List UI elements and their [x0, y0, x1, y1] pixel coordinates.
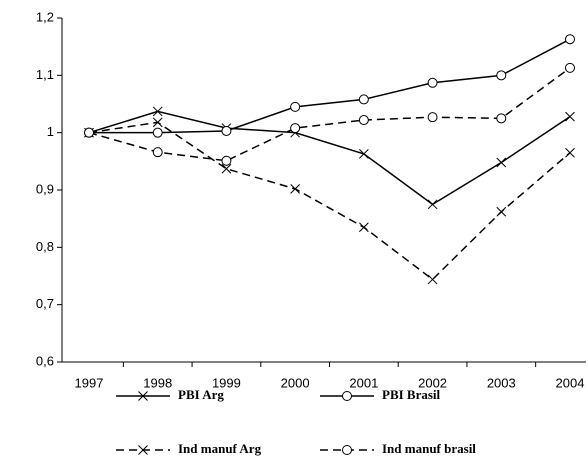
point: [427, 274, 438, 285]
series-line: [88, 121, 571, 281]
point: [496, 206, 507, 217]
legend-label: Ind manuf brasil: [382, 441, 476, 456]
y-tick-label: 0,8: [36, 239, 54, 254]
legend-label: PBI Arg: [178, 387, 224, 402]
x-tick-label: 2001: [349, 375, 378, 390]
series-line: [89, 38, 571, 134]
legend-marker: [342, 445, 352, 455]
point: [221, 125, 232, 136]
point: [565, 34, 575, 45]
y-tick-label: 1,1: [36, 67, 54, 82]
x-tick-label: 2000: [281, 375, 310, 390]
x-tick-label: 2004: [556, 375, 585, 390]
x-tick-label: 2002: [418, 375, 447, 390]
point: [496, 113, 507, 124]
point: [496, 70, 507, 81]
point: [427, 77, 438, 88]
series-line: [88, 67, 571, 162]
x-tick-label: 1998: [143, 375, 172, 390]
point: [290, 123, 301, 134]
point: [358, 115, 369, 126]
point: [427, 112, 438, 123]
point: [359, 222, 369, 233]
point: [496, 157, 507, 168]
point: [152, 127, 163, 138]
x-tick-label: 2003: [487, 375, 516, 390]
point: [152, 106, 163, 117]
legend-label: Ind manuf Arg: [178, 441, 262, 456]
point: [84, 127, 94, 138]
y-tick-label: 0,7: [36, 296, 54, 311]
point: [152, 147, 163, 158]
legend-label: PBI Brasil: [382, 387, 441, 402]
y-tick-label: 1: [47, 124, 54, 139]
point: [221, 163, 232, 174]
y-tick-label: 1,2: [36, 9, 54, 24]
legend-marker: [138, 391, 148, 401]
series-line: [88, 110, 571, 206]
point: [290, 183, 300, 194]
point: [427, 199, 438, 210]
y-tick-label: 0,6: [36, 353, 54, 368]
x-tick-label: 1999: [212, 375, 241, 390]
point: [565, 111, 575, 122]
legend-marker: [342, 391, 352, 401]
point: [358, 94, 369, 105]
point: [359, 149, 369, 159]
point: [152, 117, 163, 128]
y-tick-label: 0,9: [36, 181, 54, 196]
point: [565, 62, 575, 73]
point: [221, 155, 232, 166]
x-tick-label: 1997: [75, 375, 104, 390]
legend-marker: [138, 445, 148, 455]
point: [290, 101, 301, 112]
point: [565, 147, 575, 158]
